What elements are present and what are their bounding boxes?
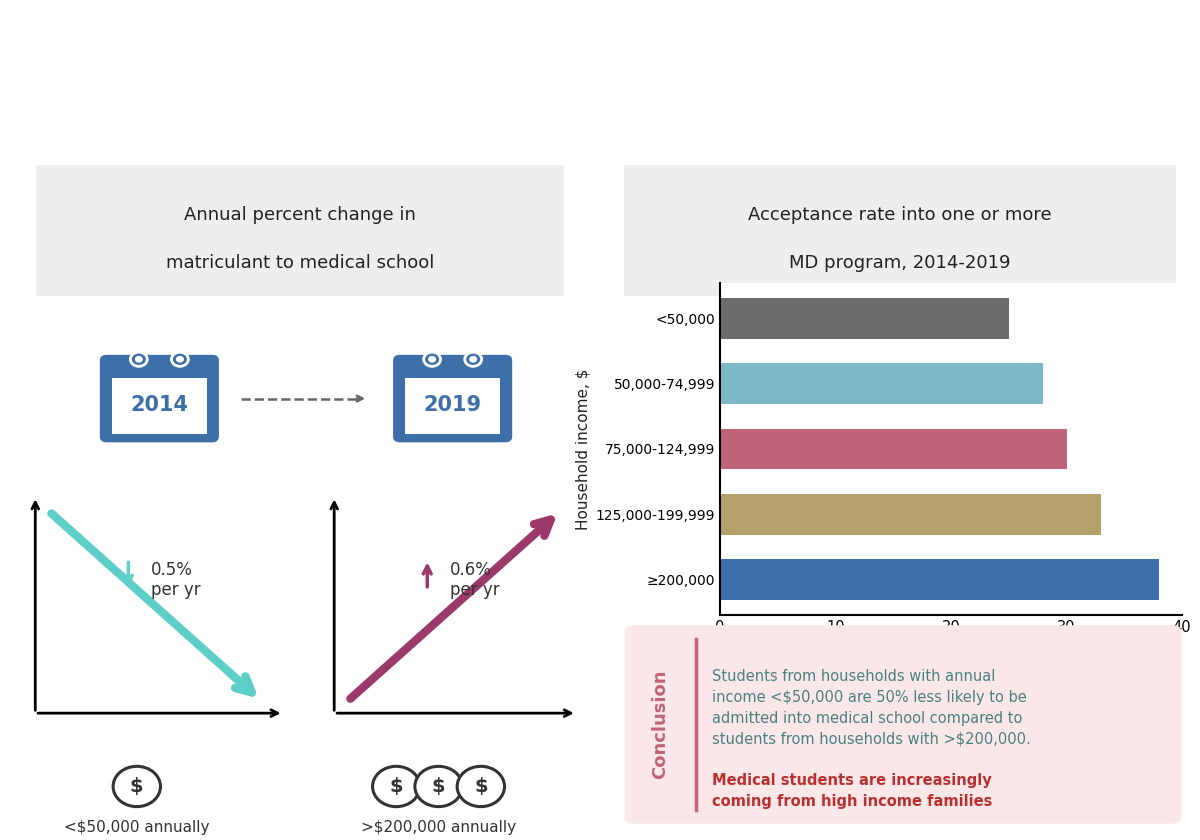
Text: JAMA | Nguyen: JAMA | Nguyen [522, 108, 671, 129]
Text: 2019: 2019 [424, 395, 481, 415]
FancyBboxPatch shape [394, 354, 512, 443]
FancyBboxPatch shape [172, 358, 188, 366]
Text: Annual percent change in: Annual percent change in [184, 206, 416, 224]
Text: 0.5%: 0.5% [151, 560, 193, 579]
FancyBboxPatch shape [131, 358, 148, 366]
Bar [720, 298, 1009, 339]
Text: matriculant to medical school: matriculant to medical school [166, 255, 434, 272]
Circle shape [172, 352, 188, 366]
Circle shape [113, 766, 161, 806]
Bar [720, 559, 1159, 600]
FancyBboxPatch shape [464, 358, 481, 366]
Text: Conclusion: Conclusion [652, 669, 670, 780]
Text: per yr: per yr [450, 580, 499, 599]
Circle shape [415, 766, 462, 806]
Text: matriculant to medical school and likelihood of acceptance by income, 2014-2019: matriculant to medical school and likeli… [86, 69, 1114, 89]
Bar [720, 428, 1067, 470]
FancyBboxPatch shape [404, 378, 500, 434]
FancyBboxPatch shape [424, 358, 440, 366]
Text: 2014: 2014 [131, 395, 188, 415]
Text: $: $ [474, 777, 487, 796]
Circle shape [428, 356, 436, 363]
Circle shape [464, 352, 481, 366]
Circle shape [469, 356, 478, 363]
Text: et al.: et al. [680, 109, 730, 128]
Text: >$200,000 annually: >$200,000 annually [361, 820, 516, 835]
X-axis label: Adjusted acceptance rate, %: Adjusted acceptance rate, % [828, 640, 1074, 655]
Circle shape [457, 766, 504, 806]
FancyBboxPatch shape [607, 161, 1193, 300]
Circle shape [424, 352, 440, 366]
Text: Acceptance rate into one or more: Acceptance rate into one or more [748, 206, 1052, 224]
Circle shape [131, 352, 148, 366]
Y-axis label: Household income, $: Household income, $ [575, 368, 590, 530]
Text: $: $ [390, 777, 403, 796]
Text: 0.6%: 0.6% [450, 560, 492, 579]
FancyBboxPatch shape [20, 161, 580, 300]
Text: per yr: per yr [151, 580, 200, 599]
Bar [720, 364, 1044, 404]
Text: MD program, 2014-2019: MD program, 2014-2019 [790, 255, 1010, 272]
Circle shape [134, 356, 143, 363]
Circle shape [372, 766, 420, 806]
FancyBboxPatch shape [100, 354, 218, 443]
FancyBboxPatch shape [112, 378, 208, 434]
Bar [720, 494, 1102, 534]
FancyBboxPatch shape [624, 625, 1182, 824]
Text: Medical students are increasingly
coming from high income families: Medical students are increasingly coming… [712, 773, 992, 809]
Text: <$50,000 annually: <$50,000 annually [64, 820, 210, 835]
Text: $: $ [130, 777, 144, 796]
Circle shape [176, 356, 184, 363]
Text: Students from households with annual
income <$50,000 are 50% less likely to be
a: Students from households with annual inc… [712, 669, 1031, 747]
Text: Temporal trends in childhood household income among applicants and: Temporal trends in childhood household i… [156, 24, 1044, 44]
Text: $: $ [432, 777, 445, 796]
Text: 2023: 2023 [740, 109, 796, 128]
